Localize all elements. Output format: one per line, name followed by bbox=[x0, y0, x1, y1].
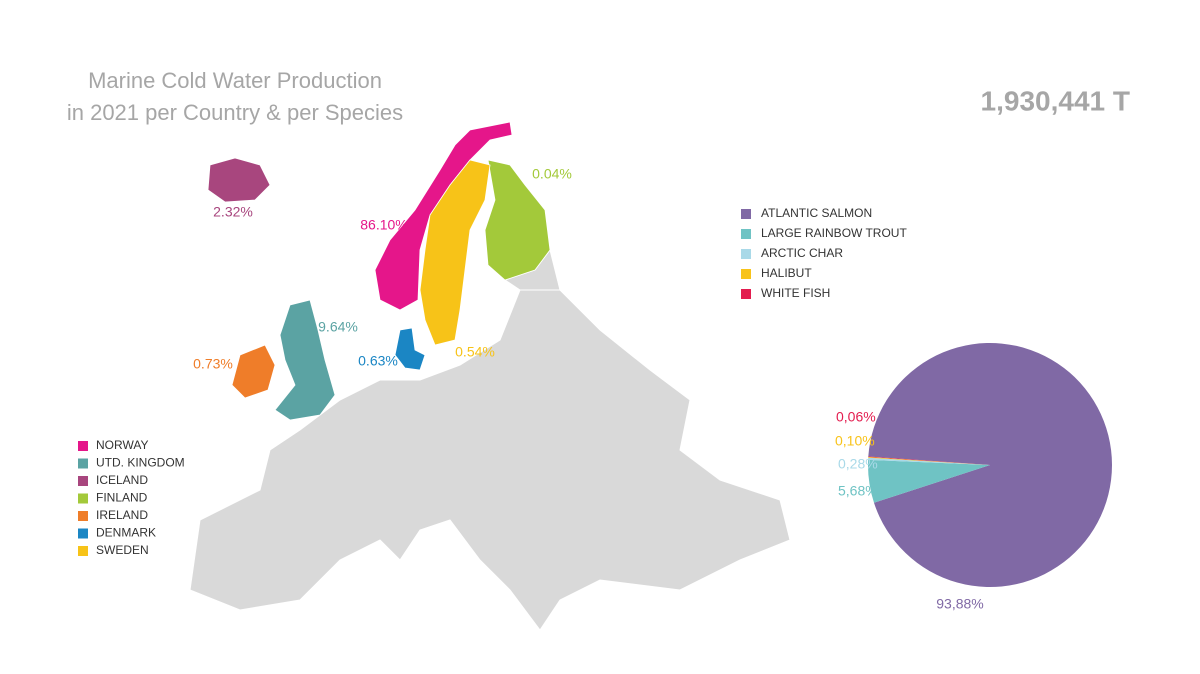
legend-label: WHITE FISH bbox=[761, 286, 830, 300]
value-label: 93,88% bbox=[936, 596, 983, 612]
total: 1,930,441 T bbox=[981, 85, 1130, 116]
pie-slice bbox=[868, 459, 990, 503]
legend-swatch bbox=[78, 493, 88, 504]
legend-label: NORWAY bbox=[96, 438, 148, 452]
value-label: 0,06% bbox=[836, 409, 876, 425]
legend-label: ICELAND bbox=[96, 473, 148, 487]
value-label: 86.10% bbox=[360, 217, 407, 233]
legend-swatch bbox=[78, 511, 88, 521]
legend-swatch bbox=[741, 209, 751, 219]
legend-swatch bbox=[78, 458, 88, 469]
legend-label: SWEDEN bbox=[96, 543, 149, 557]
country bbox=[394, 327, 426, 371]
country bbox=[207, 157, 271, 203]
legend-label: IRELAND bbox=[96, 508, 148, 522]
title-line: Marine Cold Water Production bbox=[88, 68, 382, 93]
country bbox=[374, 121, 513, 311]
legend-swatch bbox=[78, 441, 88, 451]
legend-swatch bbox=[78, 476, 88, 486]
value-label: 0.73% bbox=[193, 356, 233, 372]
legend-label: LARGE RAINBOW TROUT bbox=[761, 226, 907, 240]
value-label: 0.63% bbox=[358, 353, 398, 369]
pie-slice bbox=[868, 456, 990, 465]
country bbox=[419, 159, 491, 346]
legend-label: HALIBUT bbox=[761, 266, 812, 280]
value-label: 5,68% bbox=[838, 483, 878, 499]
legend-label: FINLAND bbox=[96, 491, 148, 505]
value-label: 0.04% bbox=[532, 166, 572, 182]
pie-slice bbox=[868, 456, 990, 465]
country bbox=[484, 159, 551, 281]
legend-swatch bbox=[741, 229, 751, 239]
country bbox=[231, 344, 276, 399]
legend-swatch bbox=[741, 269, 751, 279]
pie-slice bbox=[868, 457, 990, 465]
legend-label: ARCTIC CHAR bbox=[761, 246, 843, 260]
legend-label: UTD. KINGDOM bbox=[96, 456, 185, 470]
legend-swatch bbox=[741, 249, 751, 259]
legend-swatch bbox=[78, 528, 88, 539]
value-label: 2.32% bbox=[213, 204, 253, 220]
value-label: 0,10% bbox=[835, 433, 875, 449]
legend-swatch bbox=[741, 289, 751, 299]
title-line: in 2021 per Country & per Species bbox=[67, 100, 403, 125]
europe-base-map bbox=[189, 248, 791, 631]
legend-label: DENMARK bbox=[96, 526, 156, 540]
legend-label: ATLANTIC SALMON bbox=[761, 206, 872, 220]
value-label: 0,28% bbox=[838, 456, 878, 472]
pie-slice bbox=[868, 342, 1112, 587]
value-label: 0.54% bbox=[455, 344, 495, 360]
legend-swatch bbox=[78, 546, 88, 556]
country bbox=[274, 299, 336, 421]
value-label: 9.64% bbox=[318, 319, 358, 335]
